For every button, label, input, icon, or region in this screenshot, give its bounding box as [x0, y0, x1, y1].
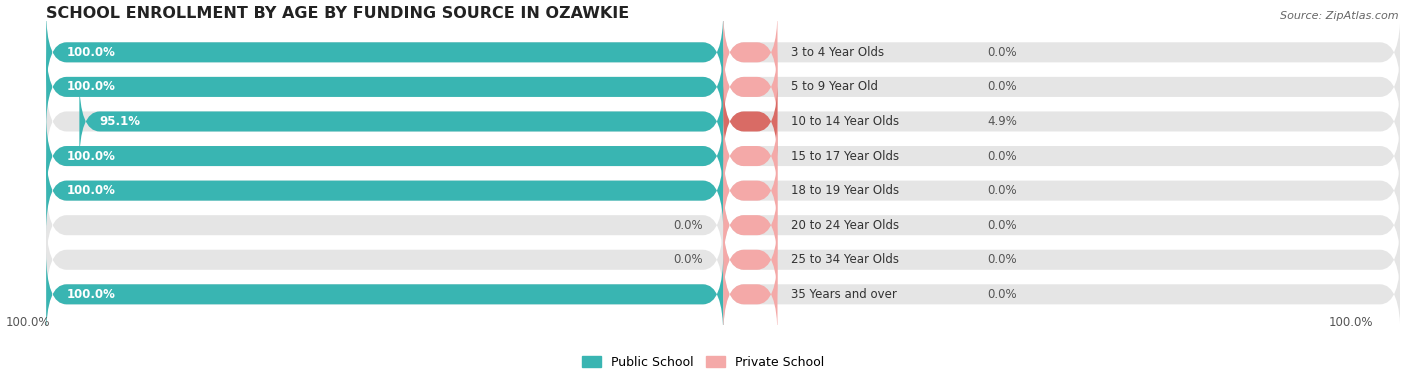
Text: 3 to 4 Year Olds: 3 to 4 Year Olds — [792, 46, 884, 59]
FancyBboxPatch shape — [723, 218, 1400, 302]
FancyBboxPatch shape — [79, 80, 723, 163]
Text: SCHOOL ENROLLMENT BY AGE BY FUNDING SOURCE IN OZAWKIE: SCHOOL ENROLLMENT BY AGE BY FUNDING SOUR… — [46, 6, 630, 20]
FancyBboxPatch shape — [723, 149, 778, 233]
FancyBboxPatch shape — [46, 11, 723, 94]
FancyBboxPatch shape — [46, 114, 723, 198]
FancyBboxPatch shape — [46, 149, 723, 233]
FancyBboxPatch shape — [723, 45, 1400, 129]
FancyBboxPatch shape — [46, 218, 723, 302]
FancyBboxPatch shape — [46, 11, 723, 94]
Text: 35 Years and over: 35 Years and over — [792, 288, 897, 301]
Text: 10 to 14 Year Olds: 10 to 14 Year Olds — [792, 115, 900, 128]
Text: 0.0%: 0.0% — [987, 288, 1017, 301]
FancyBboxPatch shape — [723, 183, 778, 267]
FancyBboxPatch shape — [723, 45, 778, 129]
FancyBboxPatch shape — [723, 80, 778, 163]
Text: 15 to 17 Year Olds: 15 to 17 Year Olds — [792, 150, 900, 162]
Text: 25 to 34 Year Olds: 25 to 34 Year Olds — [792, 253, 898, 266]
Text: 5 to 9 Year Old: 5 to 9 Year Old — [792, 80, 877, 93]
Text: 0.0%: 0.0% — [987, 253, 1017, 266]
Text: 0.0%: 0.0% — [987, 80, 1017, 93]
Text: Source: ZipAtlas.com: Source: ZipAtlas.com — [1281, 11, 1399, 21]
Text: 100.0%: 100.0% — [6, 316, 51, 329]
Text: 100.0%: 100.0% — [66, 150, 115, 162]
Text: 0.0%: 0.0% — [987, 46, 1017, 59]
FancyBboxPatch shape — [723, 11, 1400, 94]
Text: 100.0%: 100.0% — [66, 80, 115, 93]
FancyBboxPatch shape — [723, 183, 1400, 267]
FancyBboxPatch shape — [46, 253, 723, 336]
FancyBboxPatch shape — [723, 253, 778, 336]
Text: 100.0%: 100.0% — [1329, 316, 1374, 329]
FancyBboxPatch shape — [723, 253, 1400, 336]
FancyBboxPatch shape — [723, 149, 1400, 233]
FancyBboxPatch shape — [46, 183, 723, 267]
FancyBboxPatch shape — [723, 11, 778, 94]
FancyBboxPatch shape — [46, 253, 723, 336]
Text: 0.0%: 0.0% — [673, 253, 703, 266]
Text: 0.0%: 0.0% — [673, 219, 703, 232]
FancyBboxPatch shape — [46, 114, 723, 198]
Text: 0.0%: 0.0% — [987, 184, 1017, 197]
FancyBboxPatch shape — [46, 80, 723, 163]
FancyBboxPatch shape — [46, 45, 723, 129]
FancyBboxPatch shape — [723, 80, 1400, 163]
FancyBboxPatch shape — [723, 114, 1400, 198]
Text: 100.0%: 100.0% — [66, 46, 115, 59]
FancyBboxPatch shape — [46, 45, 723, 129]
FancyBboxPatch shape — [723, 218, 778, 302]
Text: 100.0%: 100.0% — [66, 288, 115, 301]
FancyBboxPatch shape — [46, 149, 723, 233]
Text: 0.0%: 0.0% — [987, 150, 1017, 162]
FancyBboxPatch shape — [723, 114, 778, 198]
Text: 0.0%: 0.0% — [987, 219, 1017, 232]
Legend: Public School, Private School: Public School, Private School — [576, 351, 830, 374]
Text: 95.1%: 95.1% — [100, 115, 141, 128]
Text: 20 to 24 Year Olds: 20 to 24 Year Olds — [792, 219, 900, 232]
Text: 100.0%: 100.0% — [66, 184, 115, 197]
Text: 18 to 19 Year Olds: 18 to 19 Year Olds — [792, 184, 900, 197]
Text: 4.9%: 4.9% — [987, 115, 1018, 128]
